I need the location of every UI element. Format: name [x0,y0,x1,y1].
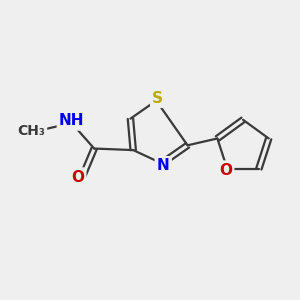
Text: NH: NH [59,113,84,128]
Text: O: O [219,163,232,178]
Text: CH₃: CH₃ [17,124,45,138]
Text: N: N [157,158,169,173]
Text: O: O [71,169,84,184]
Text: S: S [152,91,163,106]
